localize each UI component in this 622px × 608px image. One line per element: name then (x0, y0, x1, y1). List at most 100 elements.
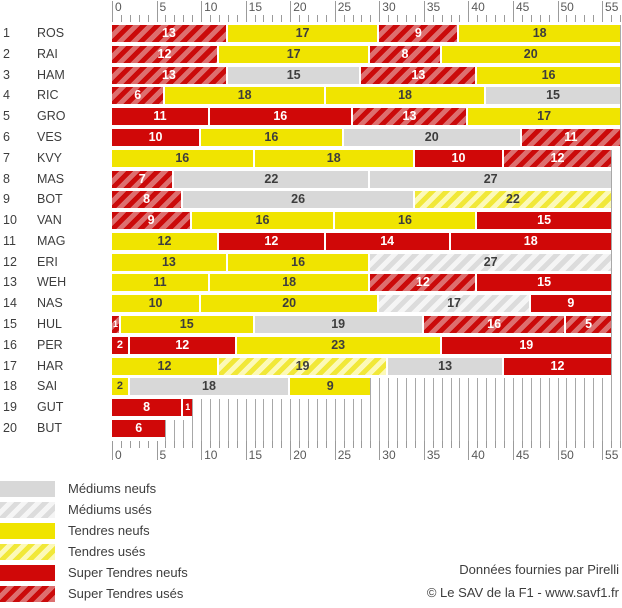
axis-minor-tick (432, 15, 434, 22)
axis-minor-tick (450, 15, 452, 22)
axis-minor-tick (254, 15, 256, 22)
axis-minor-tick (192, 15, 194, 22)
axis-tick-label: 40 (471, 0, 485, 14)
axis-major-tick (290, 1, 292, 22)
legend-label: Médiums usés (68, 502, 152, 517)
stint-segment-ss-new: 19 (441, 336, 611, 354)
stint-bar: 2 18 9 (112, 378, 371, 400)
legend-item: Tendres neufs (0, 523, 622, 539)
axis-minor-tick (539, 15, 541, 22)
stint-segment-ss-used: 12 (112, 45, 219, 63)
stint-segment-ss-used: 12 (504, 149, 611, 167)
axis-minor-tick (441, 441, 443, 448)
axis-minor-tick (174, 441, 176, 448)
stint-bar: 1 15 19 16 5 (112, 316, 611, 337)
stint-bar: 12 17 8 20 (112, 45, 620, 67)
driver-row: 11 MAG 12 12 14 18 (0, 232, 622, 254)
driver-code: HAR (37, 358, 64, 373)
driver-row: 14 NAS 10 20 17 9 (0, 295, 622, 317)
legend-swatch-ss-new (0, 565, 55, 581)
axis-major-tick (112, 441, 113, 460)
stint-bar: 13 16 27 (112, 253, 611, 275)
stint-segment-ss-new: 9 (530, 295, 611, 313)
stint-segment-ss-used: 6 (112, 87, 166, 105)
axis-minor-tick (459, 15, 461, 22)
axis-major-tick (156, 1, 158, 22)
axis-minor-tick (263, 441, 265, 448)
axis-minor-tick (530, 15, 532, 22)
axis-minor-tick (183, 441, 185, 448)
driver-row: 15 HUL 1 15 19 16 5 (0, 316, 622, 337)
axis-minor-tick (120, 441, 122, 448)
axis-minor-tick (504, 15, 506, 22)
stint-segment-ss-used: 8 (112, 191, 184, 209)
axis-minor-tick (308, 15, 310, 22)
axis-minor-tick (530, 441, 532, 448)
axis-minor-tick (397, 15, 399, 22)
driver-row: 19 GUT 8 1 (0, 399, 622, 420)
axis-minor-tick (450, 441, 452, 448)
axis-tick-label: 30 (382, 0, 396, 14)
axis-minor-tick (120, 15, 122, 22)
credits: Données fournies par Pirelli © Le SAV de… (427, 563, 619, 600)
axis-minor-tick (174, 15, 176, 22)
axis-minor-tick (227, 15, 229, 22)
stint-segment-ss-new: 10 (414, 149, 505, 167)
stint-segment-ss-used: 13 (112, 25, 228, 42)
stint-segment-s-new: 13 (112, 253, 228, 271)
axis-minor-tick (147, 15, 149, 22)
axis-minor-tick (370, 15, 372, 22)
stint-bar: 12 19 13 12 (112, 357, 611, 379)
driver-code: VAN (37, 213, 62, 228)
stint-bar: 16 18 10 12 (112, 149, 611, 171)
stint-segment-m-new: 13 (388, 357, 505, 375)
driver-code: GRO (37, 109, 66, 124)
legend-label: Tendres usés (68, 544, 146, 559)
stint-segment-ss-new: 12 (129, 336, 237, 354)
axis-minor-tick (486, 441, 488, 448)
axis-minor-tick (432, 441, 434, 448)
stint-segment-s-new: 18 (459, 25, 620, 42)
axis-major-tick (245, 441, 247, 460)
stint-segment-s-new: 2 (112, 378, 130, 396)
axis-minor-tick (575, 15, 577, 22)
legend-label: Super Tendres neufs (68, 565, 188, 580)
axis-major-tick (423, 1, 425, 22)
legend-swatch-m-used (0, 502, 55, 518)
stint-segment-ss-new: 12 (504, 357, 611, 375)
axis-major-tick (201, 1, 203, 22)
position-label: 7 (3, 150, 10, 165)
axis-minor-tick (316, 15, 318, 22)
stint-segment-ss-used: 12 (370, 274, 478, 292)
position-label: 2 (3, 46, 10, 61)
stint-segment-ss-used: 1 (112, 316, 121, 334)
axis-minor-tick (548, 441, 550, 448)
axis-minor-tick (593, 441, 595, 448)
axis-tick-label: 10 (204, 0, 218, 14)
stint-segment-ss-new: 16 (210, 108, 353, 126)
axis-minor-tick (477, 441, 479, 448)
axis-minor-tick (325, 441, 327, 448)
axis-minor-tick (254, 441, 256, 448)
axis-tick-label: 40 (471, 448, 485, 462)
driver-code: VES (37, 129, 63, 144)
position-label: 15 (3, 317, 17, 332)
stint-segment-s-new: 10 (112, 295, 202, 313)
axis-minor-tick (566, 15, 568, 22)
data-source-credit: Données fournies par Pirelli (459, 562, 619, 577)
axis-minor-tick (316, 441, 318, 448)
axis-minor-tick (138, 15, 140, 22)
stint-segment-s-used: 22 (414, 191, 611, 209)
stint-bar: 13 15 13 16 (112, 66, 620, 88)
stint-bar: 7 22 27 (112, 170, 611, 192)
stint-segment-ss-used: 13 (352, 108, 469, 126)
stint-segment-s-new: 9 (290, 378, 371, 396)
stint-segment-m-new: 15 (486, 87, 620, 105)
stint-segment-s-new: 12 (112, 357, 219, 375)
stint-segment-ss-used: 13 (361, 66, 478, 84)
axis-minor-tick (236, 441, 238, 448)
axis-minor-tick (414, 15, 416, 22)
stint-segment-ss-used: 11 (521, 128, 620, 146)
stint-segment-s-new: 18 (325, 87, 487, 105)
driver-code: HUL (37, 317, 63, 332)
